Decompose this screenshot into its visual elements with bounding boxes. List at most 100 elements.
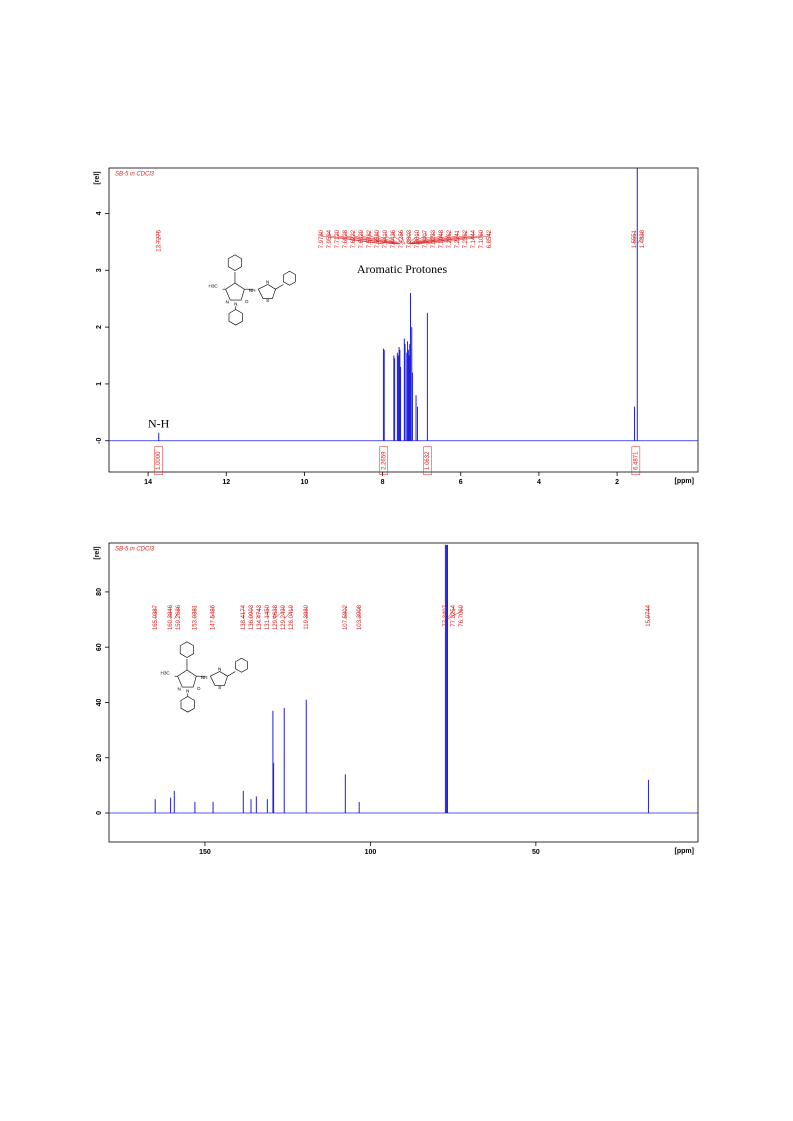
peak-label-connector — [256, 607, 260, 620]
peak-label-connector — [353, 232, 398, 245]
y-tick-label: 0 — [96, 811, 103, 815]
peak-label-connector — [409, 232, 442, 245]
peak-label-connector — [284, 607, 292, 620]
peak-label: 160.3846 — [168, 604, 174, 630]
peak-label-connector — [408, 232, 434, 245]
atom-label: H3C — [160, 670, 170, 675]
peak-label: 7.9780 — [319, 229, 325, 248]
x-tick-label: 4 — [537, 479, 541, 486]
peak-label: 13.7275 — [156, 229, 162, 251]
bond — [225, 282, 245, 301]
atom-label: NH — [249, 288, 256, 293]
peak-label: 7.5782 — [367, 229, 373, 248]
peak-label: 7.3233 — [431, 229, 437, 248]
peak-label-connector — [273, 607, 284, 620]
peak-label-connector — [377, 232, 400, 245]
integral-box — [154, 446, 163, 475]
peak-label-connector — [321, 232, 384, 245]
peak-label: 136.0903 — [249, 604, 255, 630]
integral-box — [423, 446, 432, 475]
peak-label-connector — [446, 607, 454, 620]
x-axis-label: [ppm] — [675, 478, 694, 485]
integral-box — [631, 446, 641, 475]
peak-label: 147.5486 — [211, 604, 217, 630]
integral-label: 1.0000 — [156, 451, 162, 470]
peak-label: 103.3908 — [357, 604, 363, 630]
peak-label: 159.2686 — [176, 604, 182, 630]
peak-label: 7.5410 — [383, 229, 389, 248]
peak-label: 7.6928 — [343, 229, 349, 248]
peak-label: 1.5551 — [632, 229, 638, 248]
peak-label-connector — [329, 232, 385, 245]
peak-label-connector — [272, 607, 276, 620]
atom-label: H3C — [208, 283, 218, 288]
x-axis-label: [ppm] — [675, 848, 694, 855]
peak-label: 7.4256 — [399, 229, 405, 248]
peak-label: 7.9584 — [327, 229, 333, 248]
atom-label: N — [266, 279, 269, 284]
peak-label: 7.1060 — [479, 229, 485, 248]
atom-label: N — [177, 687, 180, 692]
integral-label: 2.2659 — [381, 451, 387, 470]
x-tick-label: 10 — [301, 479, 309, 486]
peak-label: 7.3803 — [407, 229, 413, 248]
y-tick-label: 2 — [96, 325, 103, 329]
integral-label: 1.0632 — [425, 451, 431, 470]
bond — [180, 696, 195, 713]
bond — [228, 309, 243, 326]
integral-label: 6.4871 — [633, 451, 639, 470]
peak-label: 76.7069 — [459, 604, 465, 626]
y-tick-label: 3 — [96, 268, 103, 272]
annotation: N-H — [148, 416, 170, 430]
atom-label: N — [218, 666, 221, 671]
peak-label: 7.1444 — [471, 229, 477, 248]
spectrum-title: SB-5 in CDCl3 — [115, 172, 155, 178]
peak-label: 7.7120 — [335, 229, 341, 248]
peak-label: 107.5802 — [343, 604, 349, 630]
annotation: Aromatic Protones — [357, 262, 448, 276]
y-tick-label: 4 — [96, 211, 103, 215]
peak-label-connector — [637, 232, 643, 245]
y-tick-label: 80 — [96, 588, 103, 596]
bond — [179, 641, 195, 658]
peak-label-connector — [337, 232, 394, 245]
peak-label: 129.2439 — [281, 604, 287, 630]
peak-label-connector — [393, 232, 405, 245]
y-axis-label: [rel] — [94, 546, 101, 559]
x-tick-label: 50 — [532, 849, 540, 856]
structure: H3C N N O NH N S — [208, 254, 296, 326]
y-axis-label: [rel] — [94, 171, 101, 184]
peak-label-connector — [385, 232, 401, 245]
y-tick-label: 20 — [96, 754, 103, 762]
atom-label: N — [234, 301, 237, 306]
atom-label: NH — [201, 675, 208, 680]
atom-label: S — [218, 685, 221, 690]
peak-label-connector — [427, 232, 490, 245]
peak-label-connector — [412, 232, 466, 245]
x-tick-label: 6 — [459, 479, 463, 486]
peak-label-connector — [407, 232, 418, 245]
bond — [258, 284, 276, 299]
peak-label: 7.6222 — [351, 229, 357, 248]
y-tick-label: -0 — [96, 438, 103, 444]
peak-label-connector — [411, 232, 458, 245]
peak-label-connector — [406, 232, 410, 245]
peak-label: 153.0381 — [192, 604, 198, 630]
atom-label: O — [245, 299, 249, 304]
peak-label: 7.6029 — [359, 229, 365, 248]
bond — [275, 284, 284, 290]
peak-label-connector — [361, 232, 399, 245]
x-tick-label: 100 — [365, 849, 377, 856]
peak-label-connector — [447, 607, 462, 620]
peak-label: 165.0387 — [153, 604, 159, 630]
bond — [177, 669, 197, 688]
y-tick-label: 60 — [96, 643, 103, 651]
structure: H3C N N O NH N S — [160, 641, 248, 713]
peak-label: 6.8542 — [487, 229, 493, 248]
x-tick-label: 8 — [381, 479, 385, 486]
peak-label-connector — [415, 232, 474, 245]
peak-label-connector — [417, 232, 482, 245]
peak-label: 7.3610 — [415, 229, 421, 248]
bond — [235, 657, 248, 673]
